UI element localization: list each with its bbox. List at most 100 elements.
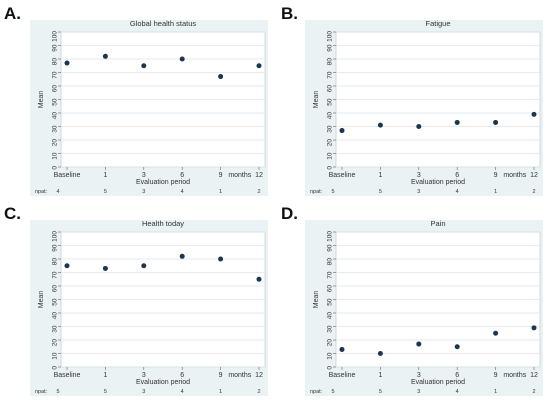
panel-a: A. 0 10 20 30 40 50 60 70 80 90 100 Mean Global heal… bbox=[0, 0, 275, 200]
x-unit-label: months bbox=[503, 372, 526, 379]
x-tick-label: 6 bbox=[180, 372, 184, 379]
npat-value: 5 bbox=[104, 189, 107, 195]
y-tick-label: 10 bbox=[327, 352, 334, 360]
y-tick-label: 50 bbox=[52, 298, 59, 306]
y-tick-label: 0 bbox=[327, 366, 334, 370]
npat-value: 5 bbox=[331, 189, 334, 195]
x-tick-label: 9 bbox=[219, 372, 223, 379]
y-tick-label: 0 bbox=[52, 366, 59, 370]
chart-svg: 0 10 20 30 40 50 60 70 80 90 100 Mean Fatigue Baselin… bbox=[305, 19, 543, 196]
x-axis-label: Evaluation period bbox=[411, 379, 465, 386]
chart-title: Global health status bbox=[130, 19, 197, 28]
y-tick-label: 100 bbox=[327, 231, 334, 242]
npat-value: 4 bbox=[56, 189, 59, 195]
data-point bbox=[493, 330, 499, 336]
x-tick-label: 6 bbox=[180, 172, 184, 179]
npat-value: 2 bbox=[257, 389, 260, 395]
y-tick-label: 30 bbox=[327, 125, 334, 133]
npat-value: 1 bbox=[219, 389, 222, 395]
npat-label: npat: bbox=[310, 389, 323, 395]
data-point bbox=[218, 256, 224, 262]
y-axis-label: Mean bbox=[38, 91, 45, 109]
y-tick-label: 80 bbox=[52, 258, 59, 266]
y-tick-label: 80 bbox=[52, 58, 59, 66]
data-point bbox=[218, 74, 224, 80]
x-tick-label: Baseline bbox=[329, 372, 356, 379]
data-point bbox=[339, 128, 345, 134]
npat-value: 4 bbox=[181, 189, 184, 195]
npat-value: 2 bbox=[257, 189, 260, 195]
panel-letter: C. bbox=[4, 204, 21, 223]
data-point bbox=[531, 325, 537, 331]
y-tick-label: 50 bbox=[327, 98, 334, 106]
data-point bbox=[102, 53, 108, 59]
data-point bbox=[102, 265, 108, 271]
data-point bbox=[454, 119, 460, 125]
data-point bbox=[377, 122, 383, 128]
npat-value: 5 bbox=[104, 389, 107, 395]
y-tick-label: 0 bbox=[52, 166, 59, 170]
y-tick-label: 20 bbox=[52, 139, 59, 147]
data-point bbox=[179, 253, 185, 259]
npat-value: 5 bbox=[56, 389, 59, 395]
chart-svg: 0 10 20 30 40 50 60 70 80 90 100 Mean Global health … bbox=[30, 19, 268, 196]
data-point bbox=[64, 263, 70, 269]
y-tick-label: 70 bbox=[327, 271, 334, 279]
y-tick-label: 80 bbox=[327, 58, 334, 66]
npat-value: 1 bbox=[219, 189, 222, 195]
y-tick-label: 40 bbox=[327, 112, 334, 120]
x-tick-label: 12 bbox=[255, 172, 263, 179]
y-tick-label: 40 bbox=[327, 312, 334, 320]
npat-value: 5 bbox=[379, 389, 382, 395]
y-axis-label: Mean bbox=[38, 291, 45, 309]
npat-value: 3 bbox=[417, 189, 420, 195]
x-tick-label: 9 bbox=[494, 172, 498, 179]
x-axis-label: Evaluation period bbox=[411, 179, 465, 186]
npat-value: 1 bbox=[494, 189, 497, 195]
x-tick-label: 1 bbox=[103, 172, 107, 179]
data-point bbox=[179, 56, 185, 62]
y-tick-label: 60 bbox=[327, 285, 334, 293]
x-tick-label: 12 bbox=[530, 172, 538, 179]
data-point bbox=[256, 276, 262, 282]
data-point bbox=[141, 263, 147, 269]
data-point bbox=[416, 341, 422, 347]
npat-value: 4 bbox=[181, 389, 184, 395]
x-tick-label: Baseline bbox=[54, 172, 81, 179]
x-tick-label: 3 bbox=[417, 372, 421, 379]
y-tick-label: 30 bbox=[52, 125, 59, 133]
x-tick-label: 9 bbox=[219, 172, 223, 179]
x-tick-label: 1 bbox=[103, 372, 107, 379]
npat-value: 1 bbox=[494, 389, 497, 395]
data-point bbox=[377, 351, 383, 356]
chart-svg: 0 10 20 30 40 50 60 70 80 90 100 Mean Pain Baseline 1 3… bbox=[305, 219, 543, 396]
y-tick-label: 90 bbox=[52, 244, 59, 252]
x-tick-label: 6 bbox=[455, 372, 459, 379]
y-tick-label: 90 bbox=[327, 44, 334, 52]
y-tick-label: 70 bbox=[52, 71, 59, 79]
data-point bbox=[256, 63, 262, 69]
y-tick-label: 70 bbox=[52, 271, 59, 279]
data-point bbox=[64, 60, 70, 66]
data-point bbox=[339, 346, 345, 352]
npat-value: 3 bbox=[142, 189, 145, 195]
chart-title: Health today bbox=[142, 219, 184, 228]
y-tick-label: 90 bbox=[327, 244, 334, 252]
y-tick-label: 10 bbox=[52, 352, 59, 360]
npat-value: 5 bbox=[379, 189, 382, 195]
panel-letter: B. bbox=[281, 4, 298, 23]
y-tick-label: 40 bbox=[52, 112, 59, 120]
y-tick-label: 20 bbox=[52, 339, 59, 347]
x-tick-label: 1 bbox=[378, 372, 382, 379]
x-tick-label: 3 bbox=[142, 372, 146, 379]
npat-value: 3 bbox=[142, 389, 145, 395]
x-tick-label: 3 bbox=[142, 172, 146, 179]
y-tick-label: 40 bbox=[52, 312, 59, 320]
y-tick-label: 100 bbox=[52, 31, 59, 42]
y-tick-label: 100 bbox=[52, 231, 59, 242]
y-axis-label: Mean bbox=[313, 291, 320, 309]
y-tick-label: 60 bbox=[52, 285, 59, 293]
y-tick-label: 90 bbox=[52, 44, 59, 52]
chart-title: Pain bbox=[430, 219, 445, 228]
x-axis-label: Evaluation period bbox=[136, 379, 190, 386]
